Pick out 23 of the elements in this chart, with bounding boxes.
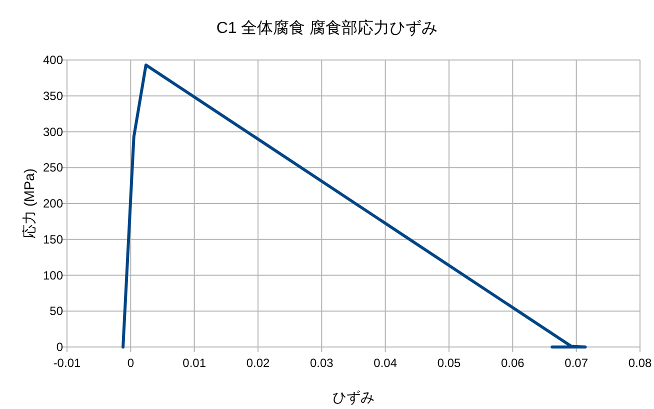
y-tick-label: 400: [42, 53, 64, 67]
y-tick-label: 200: [42, 196, 64, 210]
x-tick-label: 0.01: [182, 356, 206, 370]
y-tick-label: 0: [56, 340, 64, 354]
x-tick-label: 0.08: [628, 356, 652, 370]
x-tick-label: -0.01: [53, 356, 81, 370]
y-tick-label: 150: [42, 232, 64, 246]
x-tick-label: 0.02: [246, 356, 270, 370]
y-tick-label: 300: [42, 124, 64, 139]
y-tick-label: 350: [42, 88, 64, 103]
x-axis-title: ひずみ: [332, 389, 374, 405]
y-tick-label: 50: [50, 304, 64, 318]
line-series: [122, 64, 587, 348]
x-tick-label: 0.05: [437, 356, 461, 370]
x-tick-label: 0.07: [564, 356, 588, 370]
x-tick-label: 0: [127, 356, 134, 370]
x-tick-label: 0.06: [500, 356, 525, 370]
x-tick-label: 0.04: [374, 356, 398, 370]
y-axis-title: 応力 (MPa): [21, 168, 37, 238]
y-tick-label: 250: [42, 160, 64, 175]
chart-title: C1 全体腐食 腐食部応力ひずみ: [216, 19, 438, 37]
y-tick-label: 100: [42, 268, 64, 282]
x-tick-label: 0.03: [310, 356, 334, 370]
